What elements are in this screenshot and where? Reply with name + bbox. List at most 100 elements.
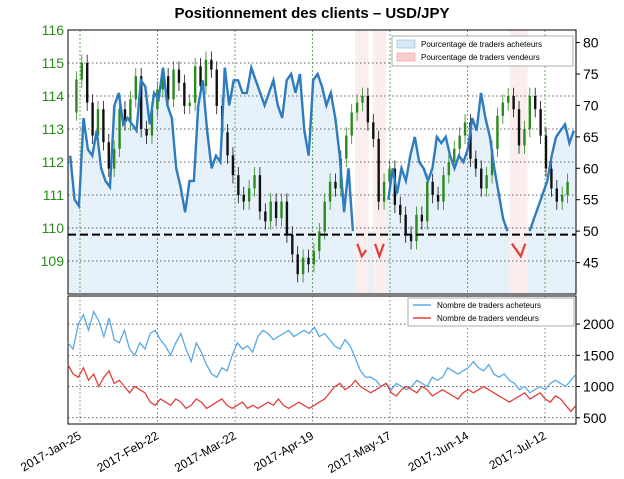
sentiment-fill-column: [394, 193, 400, 294]
candle-body: [231, 155, 235, 176]
bottom-panel: 500 1000 1500 2000 Nombre de traders achete…: [67, 295, 614, 426]
sentiment-fill-column: [540, 193, 546, 294]
candle-body: [210, 59, 213, 70]
candle-body: [415, 214, 418, 242]
percent-axis: 45 50 55 60 65 70 75 80: [576, 35, 599, 271]
date-tick-label: 2017-Jun-14: [406, 428, 472, 474]
percent-tick-label: 80: [583, 35, 599, 51]
candle-body: [312, 251, 316, 265]
candle-body: [566, 181, 569, 195]
candle-body: [253, 175, 256, 189]
sentiment-fill-column: [311, 80, 316, 294]
candle-body: [102, 109, 105, 143]
sentiment-fill-column: [364, 30, 369, 294]
sentiment-fill-column: [346, 168, 351, 294]
candle-body: [490, 148, 494, 176]
candle-body: [226, 132, 229, 156]
percent-tick-label: 75: [583, 66, 599, 82]
sentiment-fill-column: [474, 130, 480, 294]
sentiment-fill-column: [178, 187, 184, 294]
sentiment-fill-column: [430, 168, 435, 294]
sentiment-fill-column: [315, 74, 321, 294]
sentiment-fill-column: [487, 136, 493, 294]
candle-body: [377, 138, 380, 202]
sentiment-fill-column: [412, 136, 418, 294]
count-tick-label: 2000: [583, 316, 614, 332]
candle-body: [296, 254, 299, 275]
sentiment-fill-column: [470, 118, 475, 294]
candle-body: [264, 211, 267, 222]
candle-body: [366, 96, 370, 123]
candle-body: [177, 69, 181, 83]
sentiment-fill-column: [182, 212, 188, 294]
candle-body: [523, 129, 526, 146]
date-tick-label: 2017-Jan-25: [18, 428, 84, 474]
candle-body: [409, 234, 413, 242]
sentiment-fill-column: [333, 118, 338, 294]
candle-body: [442, 175, 445, 202]
sentiment-fill-column: [262, 105, 268, 295]
sentiment-fill-column: [531, 218, 537, 294]
sentiment-fill-column: [461, 162, 466, 294]
price-tick-label: 114: [42, 88, 65, 104]
candle-body: [361, 96, 364, 103]
sentiment-fill-column: [125, 118, 131, 294]
sentiment-fill-column: [266, 92, 272, 295]
candle-body: [75, 79, 78, 113]
candle-body: [485, 175, 488, 189]
sentiment-fill-column: [500, 218, 506, 294]
candle-body: [91, 102, 94, 136]
sentiment-fill-column: [492, 168, 497, 294]
candle-body: [215, 69, 218, 106]
sentiment-fill-column: [553, 136, 559, 294]
sentiment-fill-column: [244, 92, 250, 295]
date-tick-label: 2017-Feb-22: [94, 428, 161, 475]
sentiment-fill-column: [372, 30, 378, 294]
top-panel-frame: [67, 29, 577, 295]
candle-body: [555, 188, 559, 202]
count-tick-label: 1000: [583, 379, 614, 395]
legend-swatch-buyers-pct: [396, 39, 416, 49]
sentiment-fill-column: [324, 105, 329, 295]
candle-body: [96, 109, 100, 136]
sentiment-fill-column: [76, 206, 82, 294]
candle-body: [539, 109, 542, 136]
top-legend-box: [391, 35, 574, 67]
candle-body: [528, 96, 532, 129]
candle-body: [463, 122, 467, 136]
candle-body: [496, 115, 499, 149]
top-panel: 109 110 111 112 113 114 115 116 45 50 55 60 65 70 75 8…: [41, 22, 599, 295]
sentiment-fill-column: [187, 180, 192, 294]
sentiment-fill-column: [408, 155, 413, 294]
percent-short-line: [356, 243, 527, 260]
sentiment-fill-column: [319, 86, 325, 294]
candle-body: [550, 168, 553, 189]
candle-body: [404, 214, 407, 235]
candle-body: [318, 231, 321, 252]
count-tick-label: 500: [583, 410, 607, 426]
candle-body: [501, 102, 505, 116]
price-tick-label: 109: [41, 253, 65, 269]
price-tick-label: 116: [42, 22, 65, 38]
legend-label-short-count: Nombre de traders vendeurs: [437, 314, 539, 323]
sentiment-fill-column: [271, 80, 276, 294]
candle-body: [474, 158, 478, 169]
date-tick-label: 2017-Jul-12: [487, 428, 549, 472]
sentiment-fill-column: [368, 231, 374, 294]
sentiment-fill-column: [222, 67, 228, 294]
count-axis: 500 1000 1500 2000: [576, 316, 614, 426]
candle-body: [204, 59, 208, 87]
candle-body: [129, 99, 132, 123]
sentiment-fill-column: [545, 180, 550, 294]
sentiment-fill-column: [350, 231, 356, 294]
bottom-legend-box: [407, 297, 575, 327]
candle-body: [280, 201, 283, 219]
sentiment-fill-column: [147, 124, 153, 294]
candle-body: [123, 109, 127, 123]
percent-tick-label: 50: [583, 223, 599, 239]
sentiment-fill-column: [112, 105, 117, 295]
sentiment-fill-column: [421, 168, 427, 294]
date-tick-label: 2017-Mar-22: [172, 428, 239, 475]
candle-body: [301, 257, 305, 275]
